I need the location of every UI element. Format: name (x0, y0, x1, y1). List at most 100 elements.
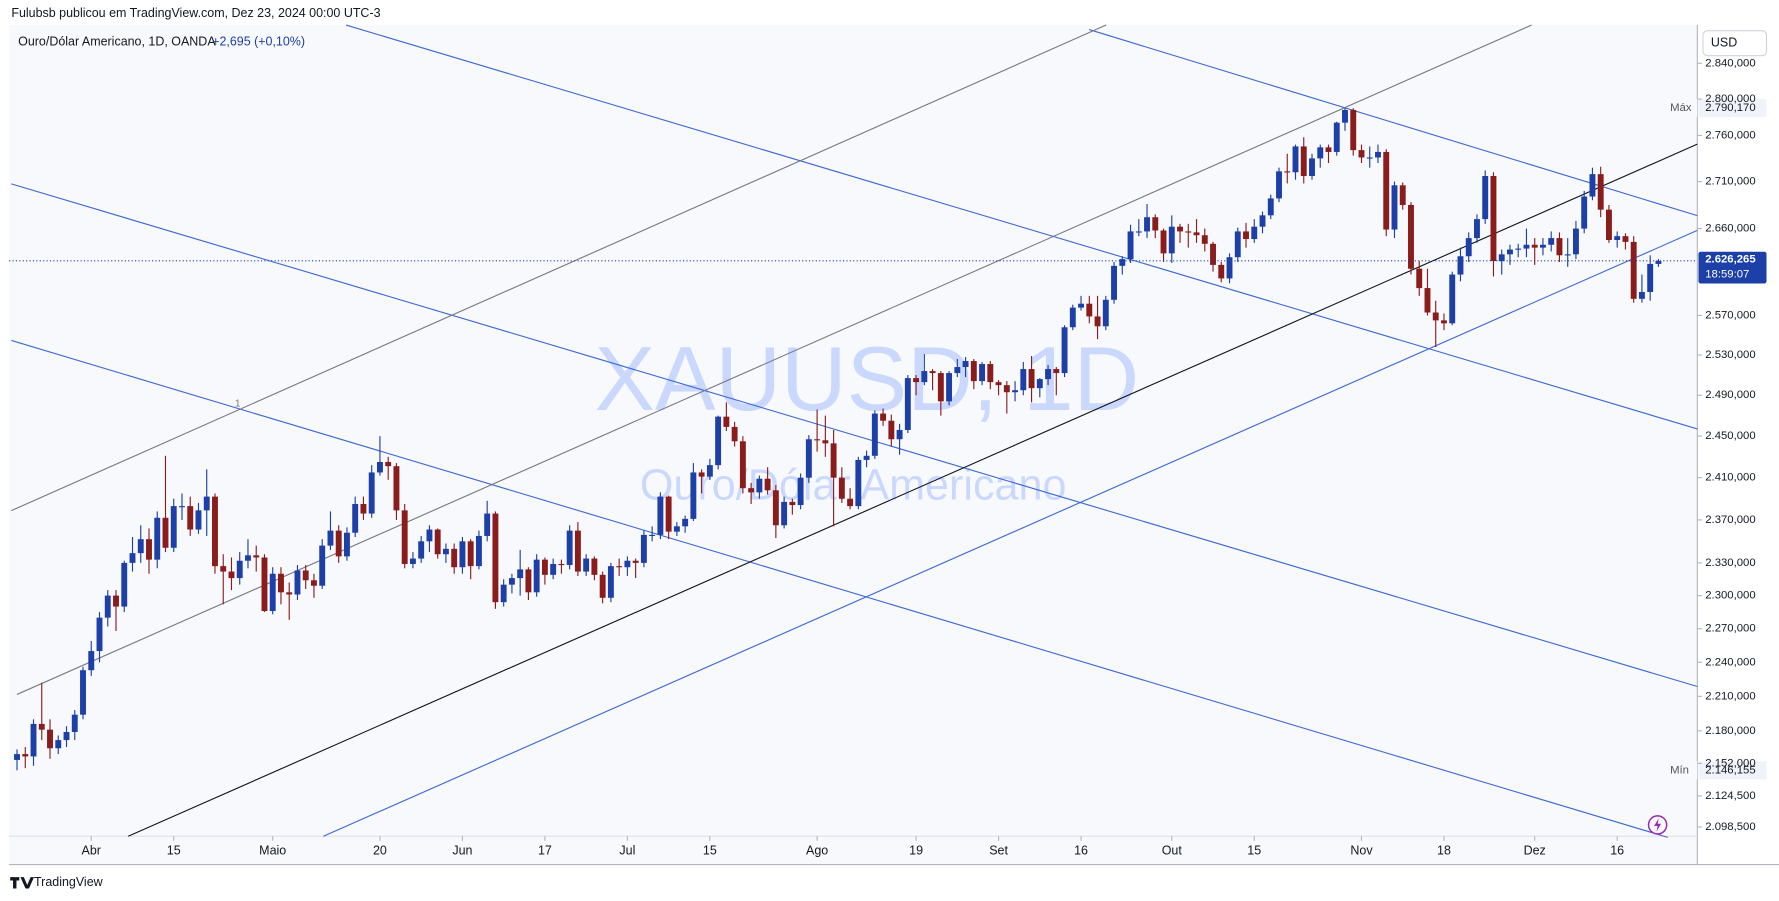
candle-body (1350, 109, 1357, 151)
last-price-box (1698, 251, 1767, 284)
candle-body (673, 526, 680, 532)
candle-body (376, 462, 383, 473)
x-tick-label: 16 (1074, 843, 1088, 857)
x-tick-label: 18 (1437, 843, 1451, 857)
candle-body (335, 530, 342, 557)
candle-body (22, 754, 29, 757)
candle-body (459, 541, 466, 568)
candle-body (517, 569, 524, 579)
candle-body (1135, 231, 1142, 233)
candle-body (847, 498, 854, 507)
candle-body (286, 592, 293, 595)
legend-symbol: Ouro/Dólar Americano, 1D, OANDA (18, 34, 216, 48)
currency[interactable]: USD (1711, 35, 1737, 49)
candle-body (1655, 261, 1662, 264)
candle-body (1556, 238, 1563, 256)
candle-body (1540, 244, 1546, 248)
candle-body (14, 754, 20, 760)
drawings (11, 24, 1698, 838)
candle-body (500, 584, 507, 603)
candle-body (393, 466, 400, 511)
candle-body (838, 477, 845, 499)
candle-body (533, 559, 540, 593)
candle-body (220, 566, 227, 572)
candle-body (129, 553, 136, 563)
x-tick-label: 19 (909, 843, 923, 857)
candle-body (228, 571, 235, 579)
candle-body (797, 477, 804, 506)
candle-body (1523, 244, 1530, 249)
candle-body (1366, 157, 1373, 159)
candle-body (1572, 228, 1579, 255)
currency-button[interactable] (1702, 30, 1768, 57)
candle-body (385, 462, 392, 467)
y-tick-label: 2.570,000 (1705, 309, 1755, 321)
candle-body (987, 364, 994, 383)
candle-body (1474, 219, 1480, 239)
candle-body (1432, 312, 1439, 321)
x-tick-label: Maio (259, 843, 286, 857)
candle-body (1597, 174, 1604, 210)
candle-body (1309, 158, 1315, 176)
candle-body (1457, 256, 1464, 275)
candle-body (1226, 257, 1233, 279)
y-tick-label: 2.240,000 (1705, 656, 1755, 668)
candle-body (294, 570, 301, 595)
y-tick-label: 2.124,500 (1705, 790, 1755, 802)
candle-body (541, 559, 548, 575)
overlay: 2.626,265 18:59:07 Máx 2.790,170 Mín 2.146,15… (9, 98, 1767, 780)
candle-body (1564, 254, 1571, 256)
candle-body (360, 504, 367, 514)
y-tick-label: 2.210,000 (1705, 690, 1755, 702)
x-tick-label: 20 (373, 843, 387, 857)
candle-body (558, 563, 565, 566)
candle-body (979, 364, 986, 382)
candle-body (715, 416, 722, 466)
candles (14, 107, 1662, 771)
alert-icon[interactable] (1647, 815, 1668, 835)
candle-body (591, 558, 598, 575)
candle-body (913, 378, 920, 383)
y-tick-label: 2.450,000 (1705, 430, 1755, 442)
candle-body (253, 555, 260, 558)
candle-body (492, 513, 499, 603)
candle-body (1358, 150, 1365, 158)
candle-body (706, 465, 713, 477)
candle-body (1482, 175, 1489, 220)
candle-body (830, 443, 837, 478)
candle-body (822, 440, 829, 444)
candle-body (467, 541, 474, 567)
trend-line (323, 229, 1698, 837)
candle-body (80, 670, 86, 715)
candle-body (896, 429, 903, 440)
candle-body (1441, 320, 1447, 324)
candle-body (121, 562, 128, 607)
candle-body (327, 530, 334, 546)
y-tick-label: 2.300,000 (1705, 590, 1755, 602)
candle-body (1259, 215, 1266, 227)
candle-body (657, 496, 664, 535)
candle-body (426, 529, 433, 542)
alert-icon-bolt (1654, 818, 1662, 832)
candle-body (624, 560, 631, 568)
candle-body (104, 595, 111, 618)
y-tick-label: 2.098,500 (1705, 821, 1755, 833)
trend-line (345, 24, 1698, 430)
candle-body (451, 548, 458, 568)
x-tick-label: Jun (452, 843, 472, 857)
candle-body (96, 617, 103, 652)
candle-body (1053, 369, 1060, 374)
y-tick-label: 2.530,000 (1705, 349, 1755, 361)
candle-body (1144, 217, 1150, 232)
candle-body (1152, 217, 1159, 231)
candle-body (1094, 316, 1101, 327)
candle-body (508, 578, 515, 585)
candle-body (1391, 185, 1398, 230)
y-tick-label: 2.370,000 (1705, 514, 1755, 526)
candle-body (1086, 303, 1093, 317)
max-name-box (1665, 98, 1698, 118)
candle-body (146, 539, 152, 560)
candle-body (772, 490, 779, 526)
max-value: 2.790,170 (1705, 102, 1755, 114)
x-tick-label: 15 (1247, 843, 1261, 857)
